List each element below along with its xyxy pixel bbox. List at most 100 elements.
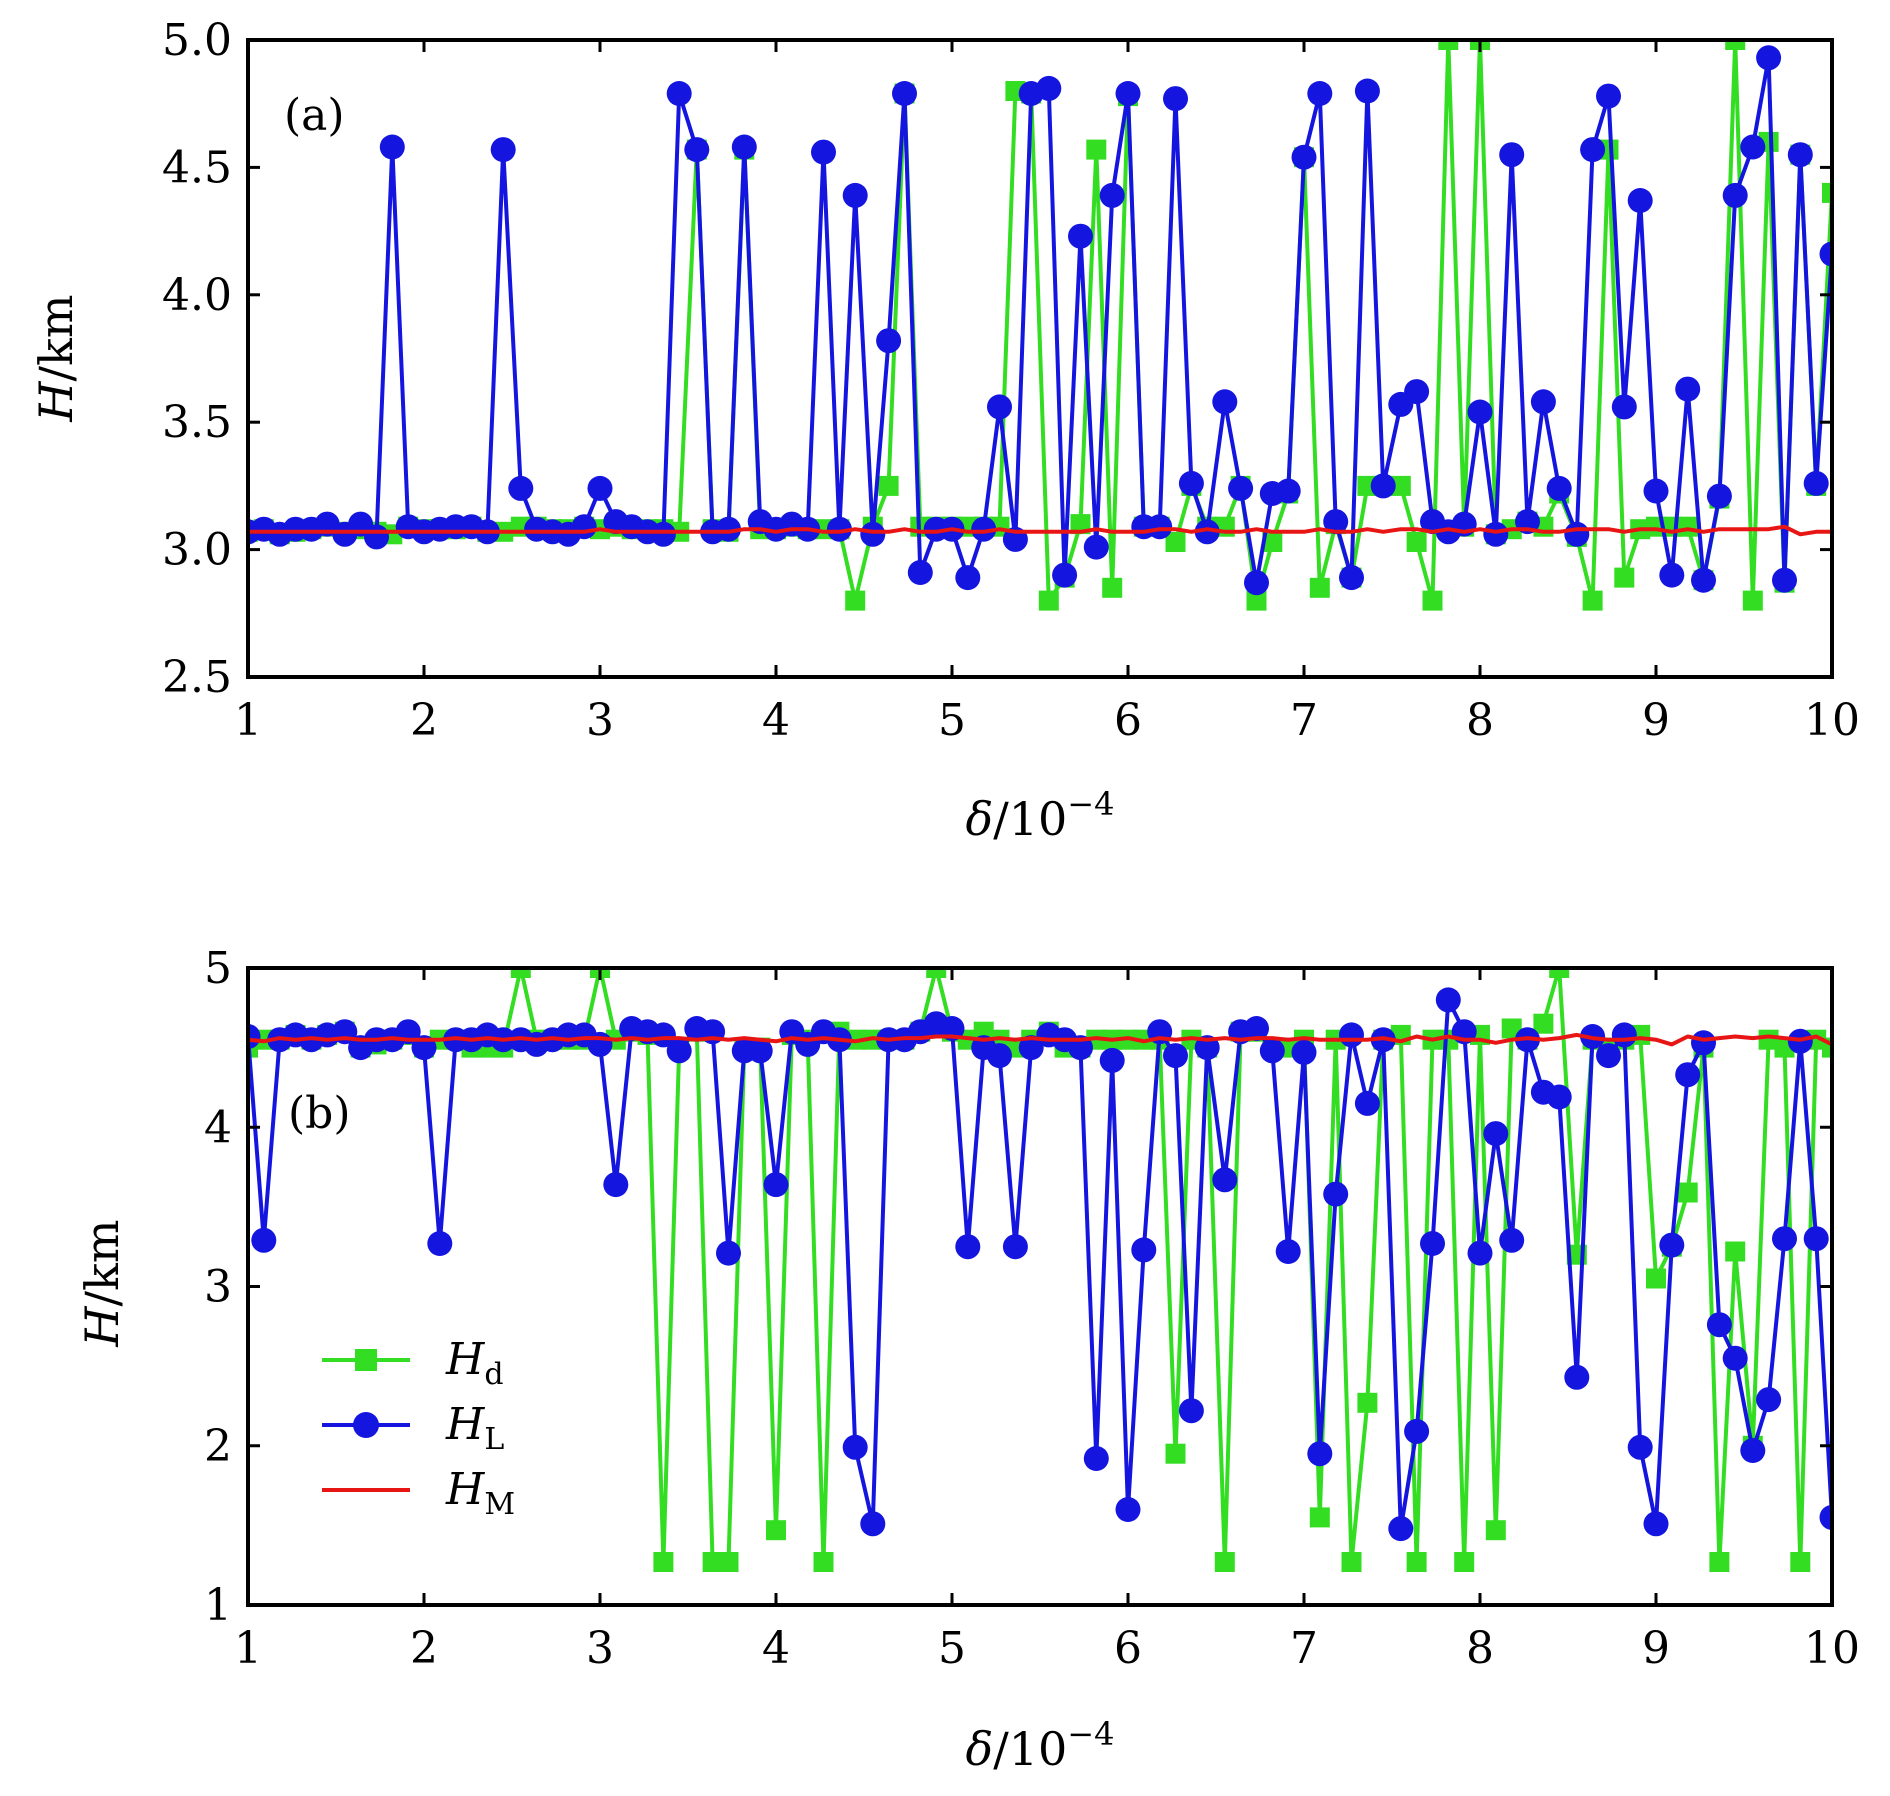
- legend: Hd HL HM: [322, 1334, 515, 1522]
- data-point-a-L: [1115, 81, 1141, 106]
- data-point-a-L: [1596, 83, 1621, 109]
- data-point-a-L: [842, 182, 868, 208]
- data-point-b-L: [650, 1022, 676, 1048]
- x-axis-label-a: δ/10−4: [966, 785, 1115, 846]
- data-point-b-L: [1163, 1043, 1188, 1069]
- data-point-b-L: [763, 1172, 789, 1198]
- data-point-b-L: [427, 1231, 453, 1256]
- legend-label-hl: HL: [445, 1399, 504, 1457]
- series-layer-b: [248, 968, 1832, 1572]
- data-point-b-L: [1803, 1226, 1829, 1252]
- data-point-a-d: [1422, 590, 1443, 611]
- x-tick-label-b: 5: [938, 1623, 966, 1674]
- data-point-a-L: [1354, 78, 1380, 104]
- data-point-b-L: [1772, 1226, 1797, 1252]
- y-tick-label-a: 5.0: [162, 15, 232, 66]
- data-point-b-d: [510, 968, 531, 978]
- data-point-a-d: [1582, 590, 1603, 611]
- data-point-a-L: [1163, 86, 1188, 112]
- x-tick-label-a: 9: [1642, 695, 1670, 746]
- x-tick-label-a: 3: [586, 695, 614, 746]
- y-tick-label-a: 2.5: [162, 652, 232, 703]
- data-point-a-d: [845, 590, 866, 611]
- data-point-a-L: [1147, 514, 1173, 540]
- data-point-a-L: [1706, 483, 1732, 509]
- data-point-a-d: [1102, 577, 1123, 598]
- data-point-b-d: [1677, 1182, 1698, 1203]
- x-tick-label-b: 1: [234, 1623, 262, 1674]
- data-point-b-d: [1357, 1392, 1378, 1413]
- data-point-a-L: [860, 521, 886, 547]
- x-tick-label-b: 8: [1466, 1623, 1494, 1674]
- data-point-a-d: [1262, 532, 1283, 552]
- data-point-a-L: [1546, 475, 1572, 501]
- data-point-b-L: [716, 1240, 741, 1266]
- data-point-a-L: [1244, 570, 1269, 596]
- data-point-a-L: [571, 514, 597, 540]
- data-point-a-d: [1614, 567, 1635, 588]
- data-point-a-L: [1580, 137, 1606, 163]
- data-point-a-d: [1822, 182, 1832, 203]
- data-point-a-L: [1036, 75, 1062, 101]
- x-tick-label-b: 4: [762, 1623, 790, 1674]
- legend-marker-hd: [355, 1349, 377, 1371]
- data-point-a-L: [811, 139, 836, 165]
- data-point-a-L: [1643, 478, 1669, 504]
- legend-label-hm: HM: [445, 1464, 515, 1522]
- data-point-b-L: [1307, 1441, 1333, 1467]
- data-point-b-d: [1341, 1552, 1362, 1572]
- data-point-b-d: [718, 1552, 739, 1572]
- series-line-a-M: [248, 524, 1832, 537]
- y-tick-label-b: 5: [204, 943, 232, 994]
- data-point-b-L: [1291, 1039, 1317, 1065]
- data-point-b-L: [1675, 1062, 1701, 1088]
- data-point-b-L: [248, 1024, 261, 1049]
- x-tick-label-b: 2: [410, 1623, 438, 1674]
- data-point-a-L: [731, 134, 757, 160]
- data-point-b-L: [1499, 1227, 1525, 1253]
- data-point-a-L: [490, 137, 516, 163]
- data-point-b-L: [1467, 1240, 1493, 1266]
- x-tick-label-a: 10: [1804, 695, 1860, 746]
- x-tick-label-a: 5: [938, 695, 966, 746]
- data-point-b-d: [653, 1552, 674, 1572]
- data-point-a-L: [1803, 470, 1829, 496]
- data-point-b-d: [926, 968, 947, 978]
- data-point-b-d: [1309, 1507, 1330, 1528]
- series-a-HM: [248, 524, 1832, 537]
- data-point-b-L: [1756, 1387, 1782, 1413]
- data-point-b-L: [1194, 1035, 1220, 1061]
- data-point-b-L: [1275, 1239, 1301, 1264]
- data-point-b-L: [1259, 1038, 1285, 1064]
- data-point-b-d: [1646, 1268, 1666, 1289]
- legend-entry-hd: Hd: [322, 1334, 504, 1392]
- x-tick-label-a: 2: [410, 695, 438, 746]
- data-point-b-L: [1643, 1511, 1669, 1537]
- data-point-b-L: [1483, 1121, 1509, 1147]
- data-point-b-L: [1659, 1232, 1685, 1258]
- data-point-b-L: [1083, 1446, 1109, 1471]
- data-point-b-L: [1115, 1497, 1141, 1522]
- series-layer-a: [248, 40, 1832, 611]
- x-tick-label-b: 7: [1290, 1623, 1318, 1674]
- legend-entry-hm: HM: [322, 1464, 515, 1522]
- y-tick-label-a: 3.5: [162, 397, 232, 448]
- data-point-a-d: [1309, 577, 1330, 598]
- data-point-b-L: [666, 1038, 692, 1064]
- chart-panel-a: 1 2 3 4 5 6 7 8 9 10 2.5 3.0 3.5 4.0 4.5 5.0 (a) H/km δ…: [29, 15, 1860, 846]
- x-tick-label-b: 9: [1642, 1623, 1670, 1674]
- y-axis-label-b: H/km: [75, 1219, 129, 1347]
- data-point-a-d: [1742, 590, 1763, 611]
- data-point-b-d: [813, 1552, 834, 1572]
- data-point-a-L: [955, 565, 981, 591]
- data-point-a-d: [1086, 139, 1107, 160]
- data-point-b-L: [1178, 1398, 1204, 1424]
- data-point-a-L: [1370, 473, 1396, 499]
- data-point-a-L: [1467, 399, 1493, 425]
- y-tick-label-a: 4.0: [162, 270, 232, 321]
- data-point-a-L: [1291, 144, 1317, 170]
- x-tick-label-b: 6: [1114, 1623, 1142, 1674]
- x-tick-label-b: 10: [1804, 1623, 1860, 1674]
- data-point-a-L: [987, 394, 1012, 420]
- data-point-a-L: [907, 560, 933, 585]
